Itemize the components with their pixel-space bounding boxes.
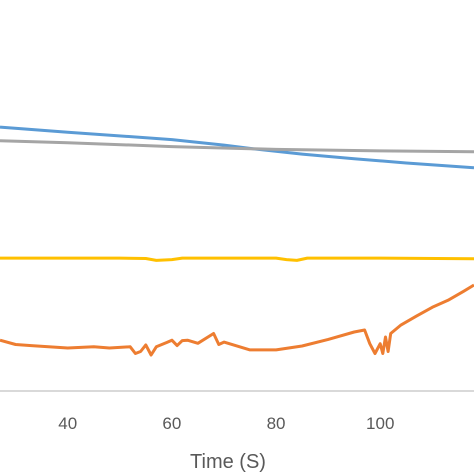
x-tick-labels: 40 60 80 100 [58,414,394,433]
series-line-2 [0,139,474,154]
series-line-4 [0,283,474,357]
x-tick-label: 80 [267,414,286,433]
series-line-3 [0,256,474,262]
x-tick-label: 40 [58,414,77,433]
x-axis-title: Time (S) [190,451,266,473]
x-tick-label: 60 [162,414,181,433]
x-tick-label: 100 [366,414,394,433]
series-layer [0,125,474,357]
